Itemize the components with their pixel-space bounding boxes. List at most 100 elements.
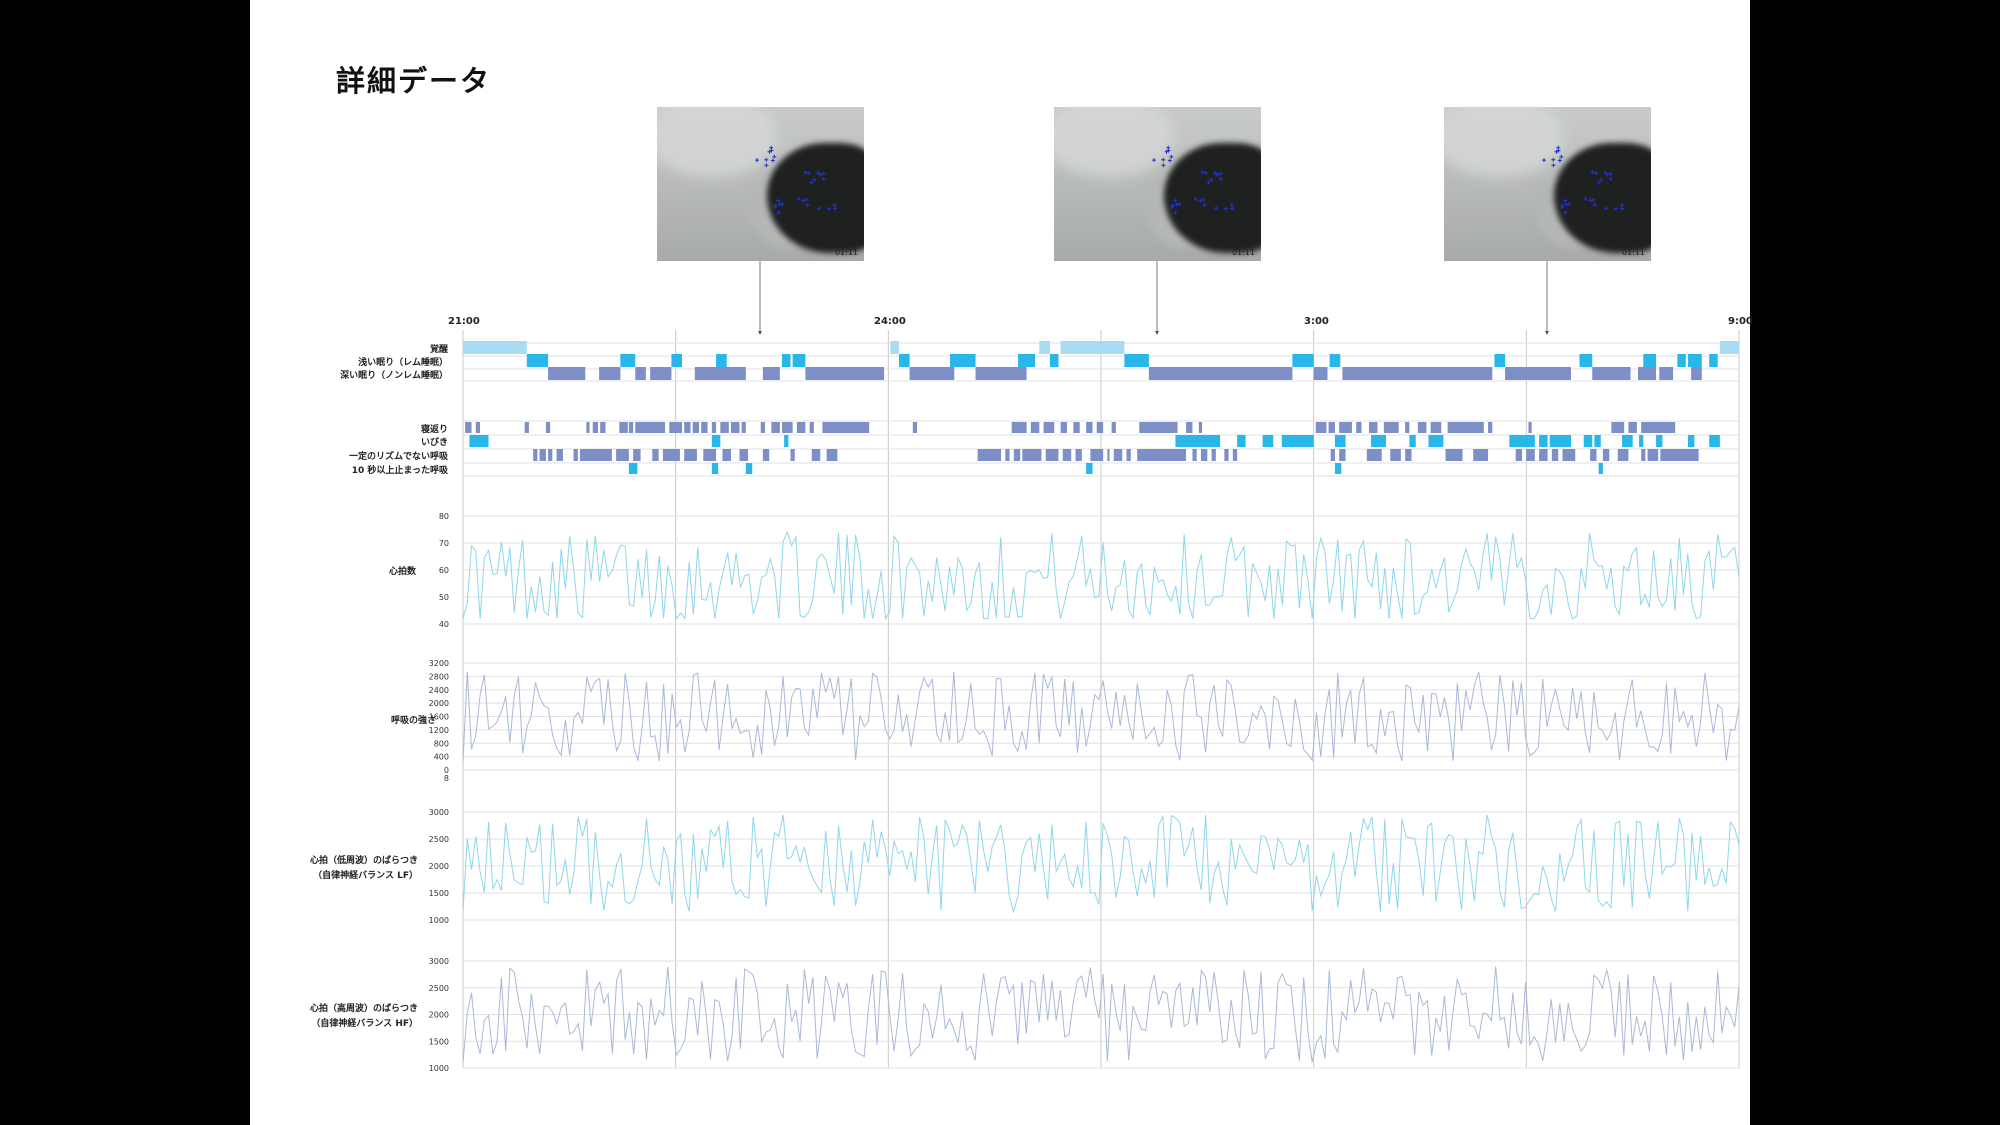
y-tick-label: 1500 [429,1037,449,1046]
event-bar [1281,435,1314,447]
sleep-stage-bar [716,354,727,367]
sleep-stage-bar [909,367,955,380]
sleep-stage-bar [635,367,646,380]
event-bar [796,422,806,433]
event-bar [741,422,746,433]
landmark-mark [767,149,772,154]
sleep-stage-bar [1124,354,1149,367]
landmark-mark [1563,198,1568,203]
video-thumbnail[interactable]: 01:11 [1444,107,1651,261]
heart-rate-label: 心拍数 [388,567,416,577]
landmark-mark [1619,203,1624,208]
landmark-mark [1563,210,1568,215]
event-bar [826,449,838,461]
event-bar [809,422,814,433]
event-bar [1562,449,1576,461]
event-bar [635,422,666,433]
event-bar [573,449,578,461]
event-bar [1528,422,1532,433]
sleep-stage-bar [1060,341,1125,354]
event-bar [692,422,700,433]
landmark-mark [812,177,817,182]
sleep-stage-bar [526,354,549,367]
lf-label: 心拍（低周波）のばらつき [309,856,418,866]
sleep-stage-bar [1659,367,1674,380]
sleep-stage-bar [792,354,806,367]
event-bar [1224,449,1229,461]
event-bar [1200,449,1208,461]
face-landmarks [1152,145,1235,215]
event-bar [556,449,563,461]
event-bar [1334,463,1342,474]
landmark-mark [1557,158,1562,163]
landmark-mark [816,170,821,175]
y-tick-label: 8 [444,774,449,783]
event-bar [539,449,546,461]
landmark-mark [764,163,769,168]
event-bar [1366,449,1382,461]
event-bar [1549,435,1571,447]
sleep-stage-bar [694,367,746,380]
event-bar [1641,422,1676,433]
event-bar [784,435,789,447]
video-thumbnail[interactable]: 01:11 [1054,107,1261,261]
event-bar [745,463,753,474]
event-bar [782,422,793,433]
landmark-mark [821,176,826,181]
event-bar [771,422,780,433]
connector-arrow [1545,331,1549,335]
y-tick-label: 2800 [429,672,449,681]
landmark-mark [818,172,823,177]
sleep-stage-bar [671,354,683,367]
sleep-stage-bar [1687,354,1702,367]
event-bar [1430,422,1442,433]
time-label-3am: 3:00 [1304,316,1329,327]
landmark-mark [1593,171,1598,176]
event-bar [977,449,1002,461]
sleep-stage-bar [950,354,976,367]
event-bar [1137,449,1187,461]
landmark-mark [1608,176,1613,181]
event-bar [1086,422,1093,433]
row-label-awake: 覚醒 [429,345,448,355]
landmark-mark [776,198,781,203]
thumbnail-background [657,107,777,177]
event-bar [1598,463,1603,474]
sleep-stage-bar [1637,367,1657,380]
landmark-mark [1173,198,1178,203]
landmark-mark [1161,163,1166,168]
sleep-stage-bar [805,367,885,380]
event-bar [1073,422,1080,433]
y-tick-label: 3000 [429,808,449,817]
event-bar [1013,449,1021,461]
connector-arrow [758,331,762,335]
landmark-mark [1202,202,1207,207]
event-bar [1551,449,1559,461]
landmark-mark [1209,177,1214,182]
landmark-mark [1166,148,1171,153]
event-bar [669,422,683,433]
event-bar [1211,449,1216,461]
landmark-mark [1200,170,1205,175]
event-bar [811,449,821,461]
landmark-mark [1591,197,1596,202]
sleep-stage-bar [762,367,780,380]
event-bar [616,449,629,461]
landmark-mark [1554,149,1559,154]
event-bar [760,422,765,433]
landmark-mark [833,206,838,211]
thumbnail-background [1054,107,1174,177]
event-bar [1075,449,1082,461]
landmark-mark [773,205,778,210]
sleep-stage-bar [1579,354,1593,367]
event-bar [1368,422,1378,433]
respiration-label: 呼吸の強さ [390,716,436,726]
y-tick-label: 2500 [429,984,449,993]
event-bar [1660,449,1699,461]
landmark-mark [817,206,822,211]
event-bar [1445,449,1463,461]
landmark-mark [1230,206,1235,211]
event-bar [1126,449,1131,461]
video-thumbnail[interactable]: 01:11 [657,107,864,261]
landmark-mark [1214,206,1219,211]
